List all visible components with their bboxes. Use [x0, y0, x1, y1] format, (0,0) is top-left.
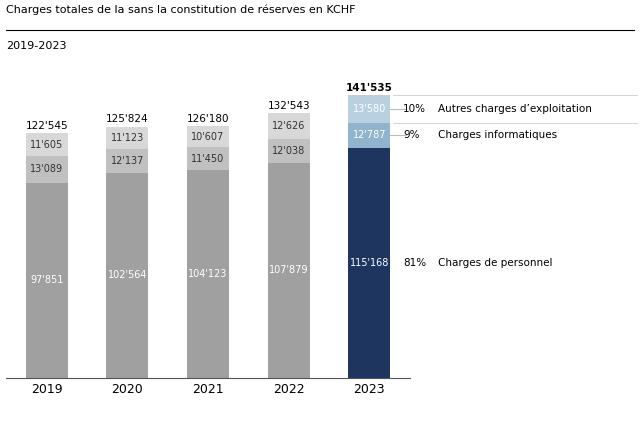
Text: Charges informatiques: Charges informatiques [438, 130, 557, 140]
Text: 11'450: 11'450 [191, 154, 225, 163]
Text: 126'180: 126'180 [187, 114, 229, 124]
Text: 102'564: 102'564 [108, 270, 147, 280]
Text: 12'787: 12'787 [353, 130, 386, 140]
Text: Charges totales de la sans la constitution de réserves en KCHF: Charges totales de la sans la constituti… [6, 4, 356, 15]
Text: 13'089: 13'089 [30, 164, 63, 175]
Text: Charges de personnel: Charges de personnel [438, 258, 553, 268]
Text: 81%: 81% [403, 258, 426, 268]
Text: 11'123: 11'123 [111, 133, 144, 143]
Text: 9%: 9% [403, 130, 420, 140]
Text: Autres charges d’exploitation: Autres charges d’exploitation [438, 104, 592, 114]
Bar [348, 148, 390, 378]
Bar [26, 157, 68, 182]
Bar [268, 113, 310, 139]
Text: 11'605: 11'605 [30, 140, 63, 150]
Text: 107'879: 107'879 [269, 265, 308, 275]
Bar [187, 147, 229, 170]
Text: 13'580: 13'580 [353, 104, 386, 114]
Text: 115'168: 115'168 [349, 258, 389, 268]
Bar [106, 127, 148, 149]
Bar [26, 133, 68, 157]
Text: 104'123: 104'123 [188, 269, 228, 279]
Bar [348, 123, 390, 148]
Text: 10'607: 10'607 [191, 132, 225, 142]
Text: 97'851: 97'851 [30, 275, 63, 285]
Text: 12'137: 12'137 [111, 156, 144, 166]
Text: 125'824: 125'824 [106, 115, 148, 124]
Bar [268, 139, 310, 163]
Bar [26, 182, 68, 378]
Text: 10%: 10% [403, 104, 426, 114]
Bar [106, 173, 148, 378]
Bar [268, 163, 310, 378]
Text: 132'543: 132'543 [268, 101, 310, 111]
Text: 141'535: 141'535 [346, 83, 393, 93]
Bar [187, 170, 229, 378]
Bar [348, 96, 390, 123]
Text: 12'626: 12'626 [272, 121, 305, 131]
Bar [187, 126, 229, 147]
Bar [106, 149, 148, 173]
Text: 122'545: 122'545 [26, 121, 68, 131]
Text: 12'038: 12'038 [272, 145, 305, 156]
Text: 2019-2023: 2019-2023 [6, 41, 67, 51]
